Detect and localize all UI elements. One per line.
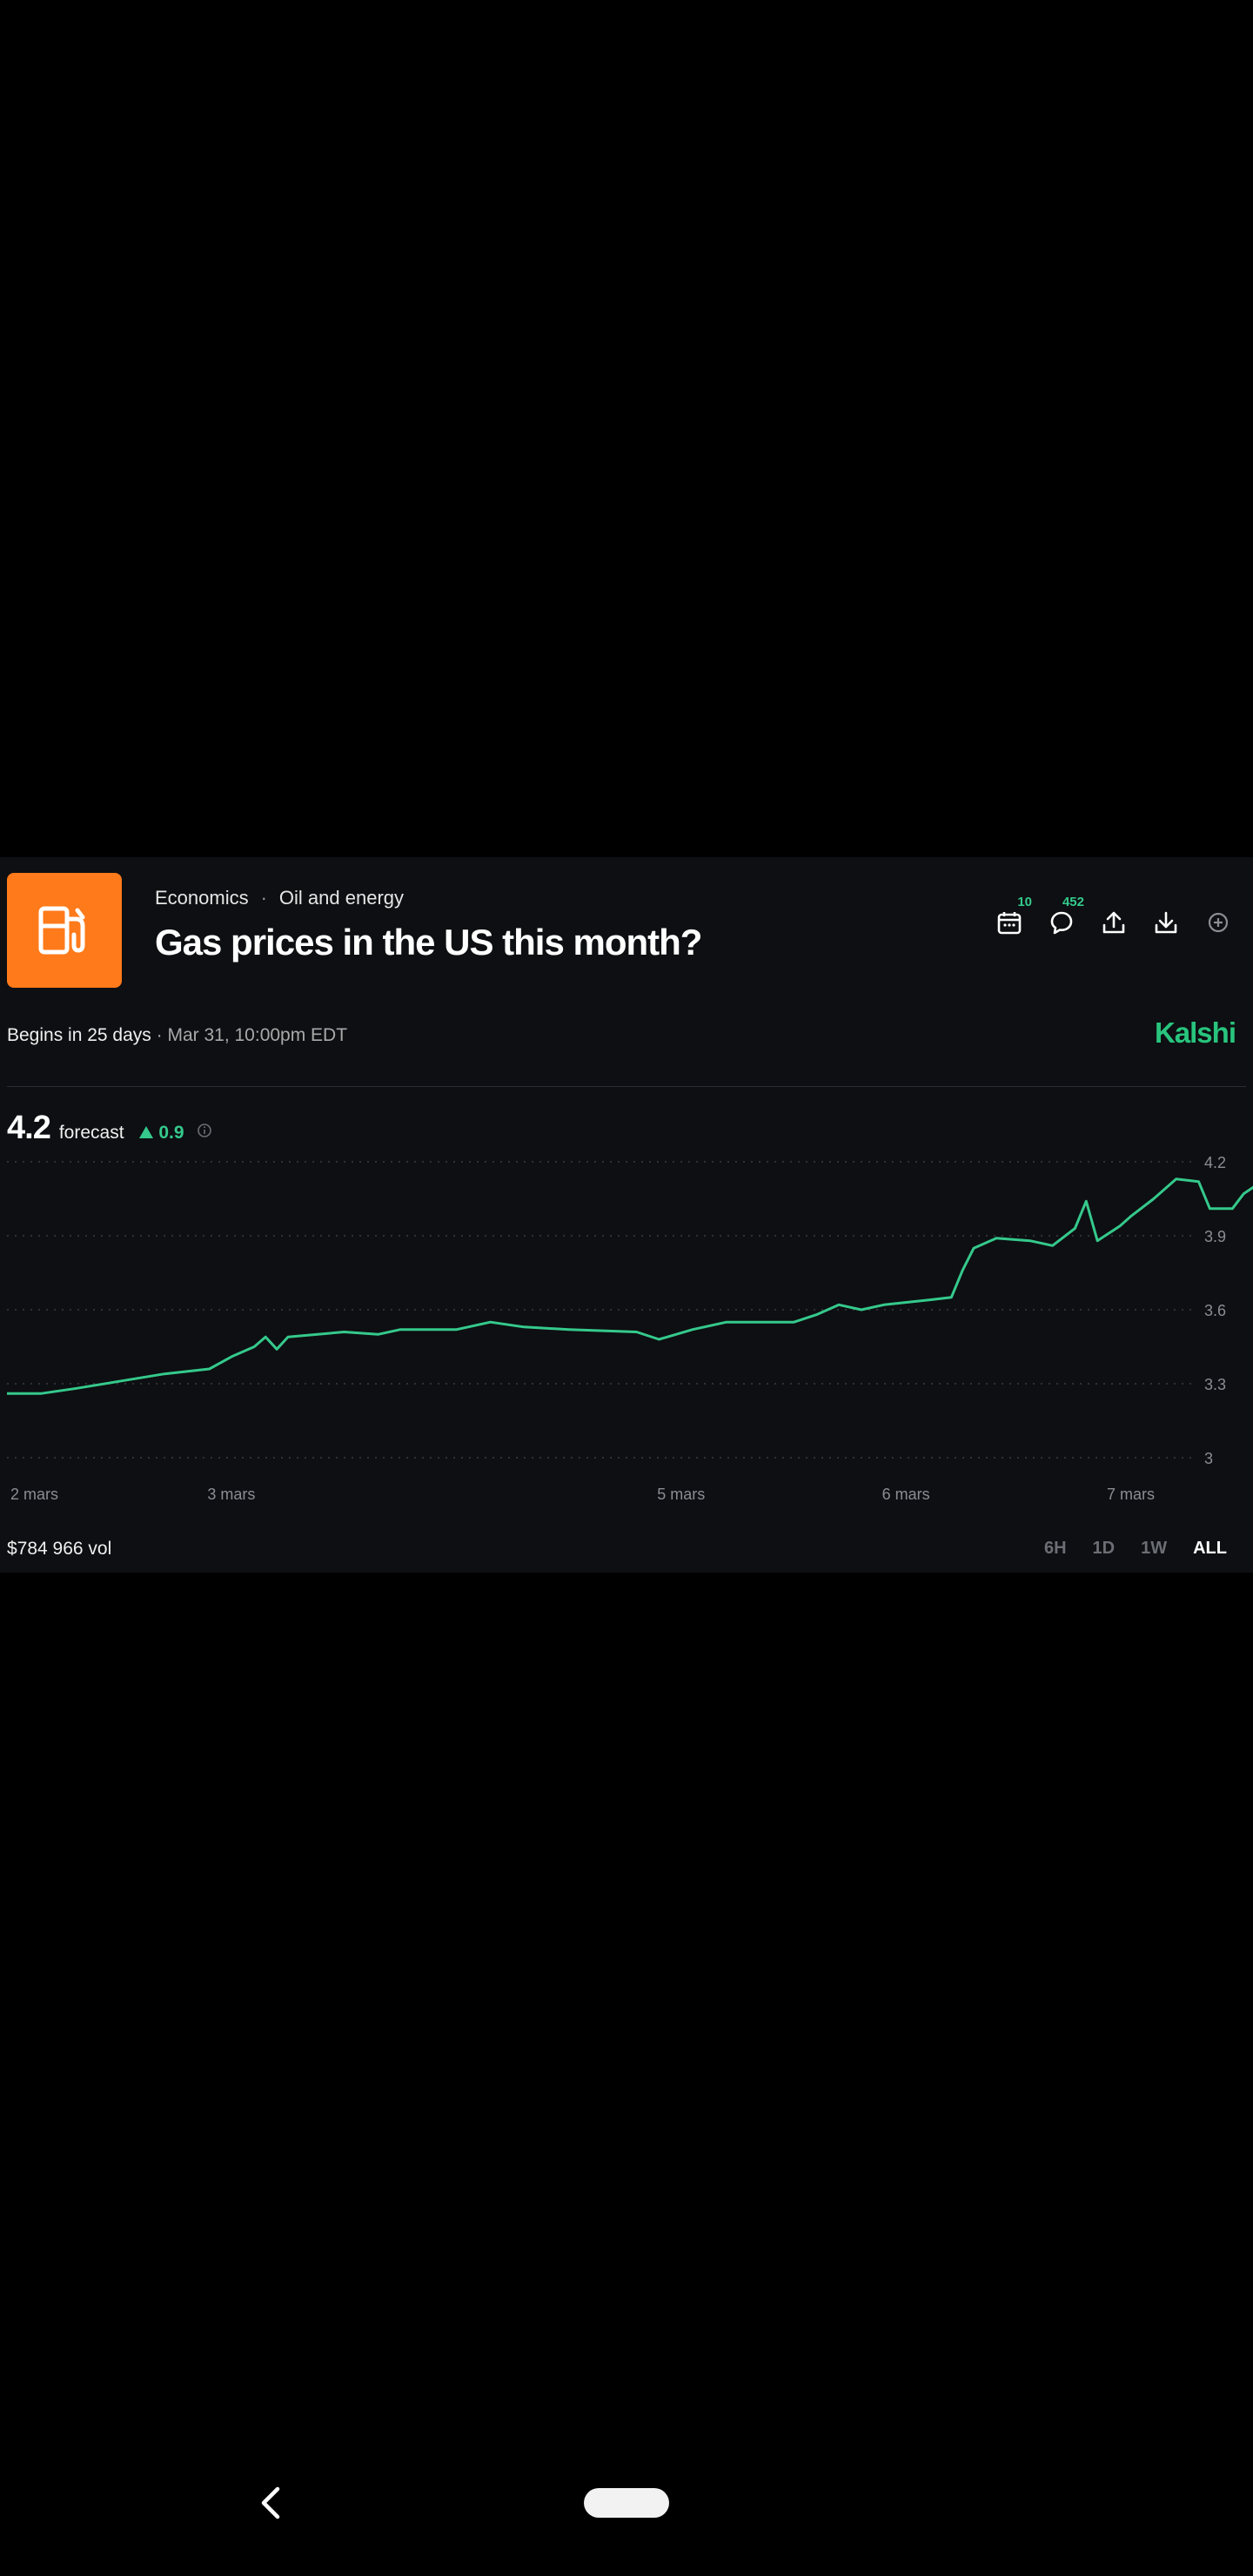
y-axis: 3 3.3 3.6 3.9 4.2	[1204, 1154, 1226, 1467]
gas-pump-glyph	[38, 906, 85, 955]
market-card: Economics · Oil and energy Gas prices in…	[0, 857, 1253, 1573]
forecast-summary: 4.2 forecast 0.9	[7, 1110, 212, 1147]
share-button[interactable]	[1096, 905, 1131, 940]
y-tick-label: 4.2	[1204, 1154, 1226, 1171]
calendar-count-badge: 10	[1017, 895, 1032, 909]
chart-grid	[7, 1161, 1192, 1459]
plus-circle-icon	[1208, 912, 1229, 933]
back-icon[interactable]	[257, 2485, 286, 2520]
market-title: Gas prices in the US this month?	[155, 922, 702, 963]
add-button[interactable]	[1201, 905, 1236, 940]
breadcrumb-separator: ·	[260, 887, 267, 909]
comment-icon	[1050, 911, 1073, 935]
price-chart[interactable]: 3 3.3 3.6 3.9 4.2 2 mars 3 mars 5 mars 6 mars 7 …	[0, 857, 1253, 1573]
y-tick-label: 3.6	[1204, 1302, 1226, 1319]
close-date: Mar 31, 10:00pm EDT	[167, 1025, 348, 1045]
y-tick-label: 3	[1204, 1450, 1213, 1467]
forecast-label: forecast	[58, 1123, 124, 1143]
x-tick-label: 7 mars	[1107, 1486, 1155, 1503]
breadcrumb: Economics · Oil and energy	[155, 887, 404, 909]
forecast-change-value: 0.9	[158, 1123, 184, 1143]
kalshi-logo[interactable]: Kalshi	[1154, 1016, 1236, 1049]
schedule: Begins in 25 days · Mar 31, 10:00pm EDT	[7, 1025, 347, 1046]
range-1d[interactable]: 1D	[1092, 1539, 1116, 1558]
schedule-separator: ·	[156, 1025, 163, 1045]
divider	[7, 1086, 1246, 1087]
calendar-icon	[997, 912, 1022, 935]
y-tick-label: 3.9	[1204, 1228, 1226, 1245]
comments-button[interactable]: 452	[1044, 895, 1084, 940]
range-selector: 6H 1D 1W ALL	[1044, 1539, 1227, 1559]
x-tick-label: 2 mars	[10, 1486, 58, 1503]
x-tick-label: 5 mars	[657, 1486, 705, 1503]
download-icon	[1155, 911, 1177, 934]
range-1w[interactable]: 1W	[1141, 1539, 1168, 1558]
y-tick-label: 3.3	[1204, 1376, 1226, 1393]
triangle-up-icon	[138, 1126, 153, 1138]
info-icon[interactable]	[197, 1123, 212, 1138]
x-axis: 2 mars 3 mars 5 mars 6 mars 7 mars	[10, 1486, 1155, 1503]
forecast-value: 4.2	[7, 1110, 51, 1146]
range-all[interactable]: ALL	[1193, 1539, 1227, 1558]
breadcrumb-subcategory[interactable]: Oil and energy	[278, 887, 405, 909]
forecast-change: 0.9	[138, 1123, 184, 1144]
breadcrumb-category[interactable]: Economics	[155, 887, 249, 909]
begins-text: Begins in 25 days	[7, 1025, 151, 1045]
calendar-button[interactable]: 10	[992, 895, 1032, 940]
volume-text: $784 966 vol	[7, 1539, 112, 1559]
series-line	[7, 1177, 1253, 1395]
x-tick-label: 6 mars	[882, 1486, 930, 1503]
home-pill[interactable]	[584, 2488, 669, 2518]
toolbar: 10 452	[992, 895, 1236, 940]
x-tick-label: 3 mars	[207, 1486, 255, 1503]
gas-pump-icon[interactable]	[7, 873, 122, 988]
download-button[interactable]	[1149, 905, 1183, 940]
comments-count-badge: 452	[1062, 895, 1084, 909]
range-6h[interactable]: 6H	[1043, 1539, 1067, 1558]
share-icon	[1102, 911, 1125, 934]
